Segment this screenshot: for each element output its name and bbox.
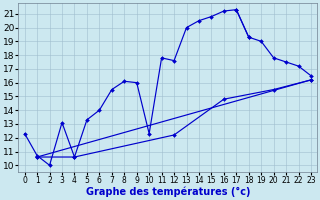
- X-axis label: Graphe des températures (°c): Graphe des températures (°c): [85, 187, 250, 197]
